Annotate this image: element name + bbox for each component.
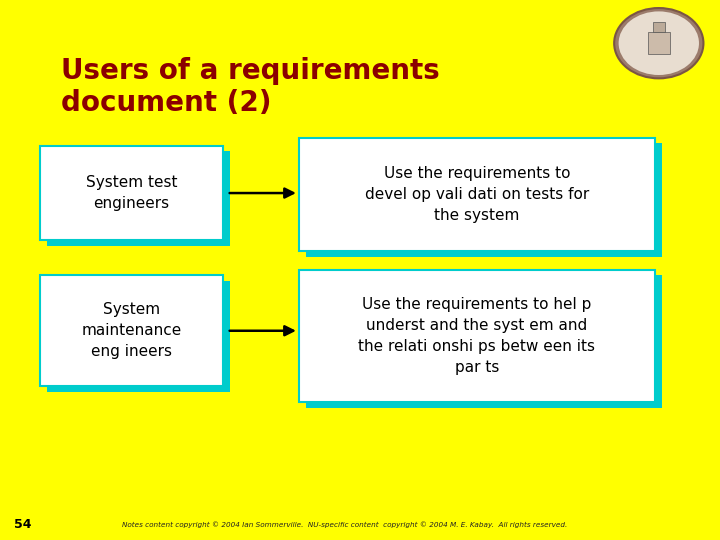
FancyBboxPatch shape [40,275,223,386]
FancyBboxPatch shape [306,275,662,408]
FancyBboxPatch shape [47,151,230,246]
Text: Use the requirements to
devel op vali dati on tests for
the system: Use the requirements to devel op vali da… [365,166,589,223]
Ellipse shape [618,11,699,75]
Text: Users of a requirements
document (2): Users of a requirements document (2) [61,57,440,117]
Text: Use the requirements to hel p
underst and the syst em and
the relati onshi ps be: Use the requirements to hel p underst an… [359,297,595,375]
Text: 54: 54 [14,518,32,531]
Text: System test
engineers: System test engineers [86,175,177,211]
FancyBboxPatch shape [47,281,230,392]
Text: System
maintenance
eng ineers: System maintenance eng ineers [81,302,181,359]
FancyBboxPatch shape [653,22,665,32]
FancyBboxPatch shape [648,32,670,54]
FancyBboxPatch shape [40,146,223,240]
Ellipse shape [614,8,703,78]
FancyBboxPatch shape [299,138,655,251]
FancyBboxPatch shape [299,270,655,402]
FancyBboxPatch shape [306,143,662,256]
Text: Notes content copyright © 2004 Ian Sommerville.  NU-specific content  copyright : Notes content copyright © 2004 Ian Somme… [122,522,567,528]
